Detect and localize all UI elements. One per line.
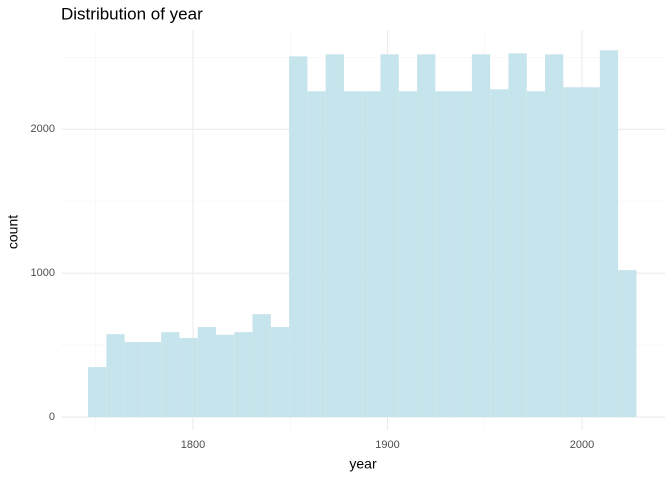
bar [545, 54, 564, 418]
chart-title: Distribution of year [61, 4, 203, 23]
y-tick-label: 1000 [31, 267, 55, 279]
bar [325, 54, 344, 418]
x-tick-label: 1900 [375, 439, 399, 451]
bar [563, 87, 582, 418]
bar [490, 89, 509, 418]
x-axis-label: year [349, 456, 377, 472]
y-axis-label: count [5, 215, 21, 249]
bar [599, 50, 619, 418]
bar [343, 91, 363, 418]
y-tick-label: 0 [49, 411, 55, 423]
bar [417, 54, 436, 418]
bar [88, 367, 107, 418]
bar [581, 87, 600, 418]
bar [380, 54, 399, 418]
bar [197, 327, 216, 418]
x-tick-label: 1800 [181, 439, 205, 451]
x-tick-label: 2000 [570, 439, 594, 451]
bar [526, 91, 546, 418]
bar [307, 91, 326, 418]
bar [362, 91, 381, 418]
bar [508, 53, 527, 418]
bar [618, 270, 637, 418]
bar [252, 314, 271, 418]
y-tick-label: 2000 [31, 123, 55, 135]
bar [289, 56, 308, 418]
bar [435, 91, 454, 418]
bar [398, 91, 418, 418]
bar [471, 54, 491, 418]
bar [142, 342, 162, 418]
bar [270, 327, 290, 418]
bar [453, 91, 472, 418]
bar [106, 334, 125, 418]
bar [161, 332, 180, 418]
bar [179, 338, 198, 418]
bar [124, 342, 143, 418]
bar [215, 334, 235, 418]
bar [234, 332, 253, 418]
